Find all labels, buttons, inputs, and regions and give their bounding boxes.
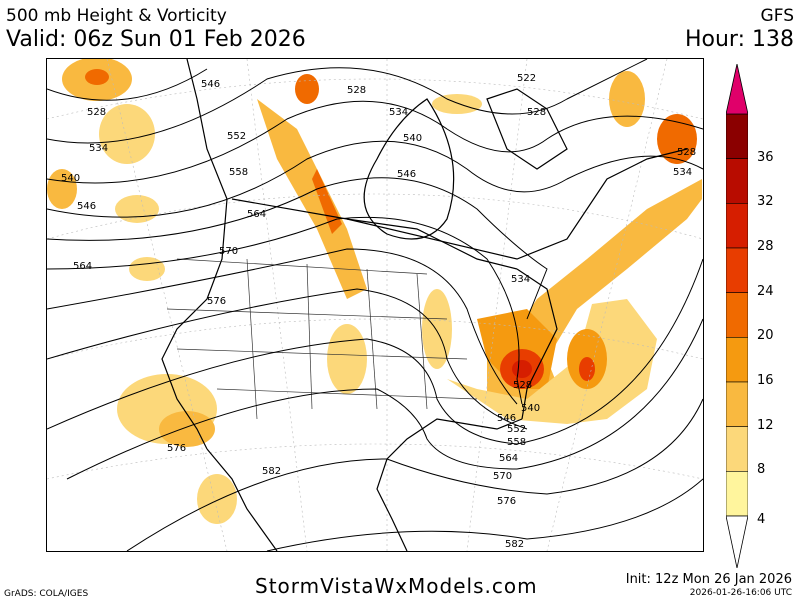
contour-label: 528 <box>527 107 546 118</box>
colorbar-tick-label: 8 <box>757 462 766 478</box>
contour-label: 576 <box>497 496 516 507</box>
state-borders <box>166 258 478 420</box>
contour-label: 540 <box>403 133 422 144</box>
contour-label: 582 <box>505 539 524 550</box>
contour-label: 546 <box>397 169 416 180</box>
colorbar-tick-label: 24 <box>757 283 774 299</box>
contour-label: 582 <box>262 466 281 477</box>
contour-label: 534 <box>673 167 692 178</box>
contour-label: 528 <box>513 380 532 391</box>
colorbar-tick-label: 20 <box>757 328 774 344</box>
contour-label: 552 <box>507 424 526 435</box>
forecast-hour: Hour: 138 <box>684 27 794 52</box>
colorbar-segment <box>726 337 748 383</box>
height-contours <box>47 59 703 551</box>
colorbar-segment <box>726 158 748 204</box>
init-time: Init: 12z Mon 26 Jan 2026 <box>625 572 792 587</box>
weather-map: 528 534 540 546 564 552 558 564 570 576 … <box>46 58 704 552</box>
model-name: GFS <box>760 6 794 26</box>
vorticity-shading <box>47 59 702 524</box>
generated-timestamp: 2026-01-26-16:06 UTC <box>689 588 792 598</box>
colorbar-segment <box>726 247 748 293</box>
colorbar-tick-label: 32 <box>757 194 774 210</box>
coastlines-borders <box>161 59 688 551</box>
contour-label: 546 <box>497 413 516 424</box>
contour-label: 546 <box>77 201 96 212</box>
contour-label: 528 <box>677 147 696 158</box>
contour-label: 576 <box>167 443 186 454</box>
contour-label: 534 <box>389 107 408 118</box>
contour-label: 540 <box>521 403 540 414</box>
contour-label: 534 <box>89 143 108 154</box>
colorbar-segment <box>726 426 748 472</box>
contour-label: 528 <box>87 107 106 118</box>
contour-label: 564 <box>73 261 92 272</box>
contour-label: 552 <box>227 131 246 142</box>
contour-label: 534 <box>511 274 530 285</box>
colorbar-segment <box>726 113 748 159</box>
vorticity-colorbar <box>726 64 748 568</box>
contour-label: 528 <box>347 85 366 96</box>
contour-label: 570 <box>493 471 512 482</box>
colorbar-tick-label: 16 <box>757 373 774 388</box>
contour-label: 558 <box>507 437 526 448</box>
grads-credit: GrADS: COLA/IGES <box>4 589 89 599</box>
colorbar-tick-label: 28 <box>757 239 774 254</box>
colorbar-top-arrow <box>726 64 748 115</box>
map-title: 500 mb Height & Vorticity <box>6 6 227 26</box>
colorbar-tick-label: 4 <box>757 512 766 527</box>
contour-label: 540 <box>61 173 80 184</box>
colorbar-tick-label: 12 <box>757 417 774 433</box>
contour-labels: 528 534 540 546 564 552 558 564 570 576 … <box>61 73 696 550</box>
lat-lon-grid <box>47 59 703 551</box>
colorbar-segment <box>726 203 748 249</box>
colorbar-tick-label: 36 <box>757 149 774 165</box>
contour-label: 564 <box>247 209 266 220</box>
contour-label: 564 <box>499 453 518 464</box>
contour-label: 522 <box>517 73 536 84</box>
contour-label: 558 <box>229 167 248 178</box>
contour-label: 546 <box>201 79 220 90</box>
contour-label: 576 <box>207 296 226 307</box>
map-canvas: 528 534 540 546 564 552 558 564 570 576 … <box>47 59 703 551</box>
colorbar-segment <box>726 471 748 517</box>
contour-label: 570 <box>219 246 238 257</box>
site-name: StormVistaWxModels.com <box>255 574 538 598</box>
colorbar-bottom-arrow <box>726 515 748 568</box>
colorbar-segment <box>726 292 748 338</box>
colorbar-segment <box>726 381 748 427</box>
valid-time: Valid: 06z Sun 01 Feb 2026 <box>6 27 306 52</box>
